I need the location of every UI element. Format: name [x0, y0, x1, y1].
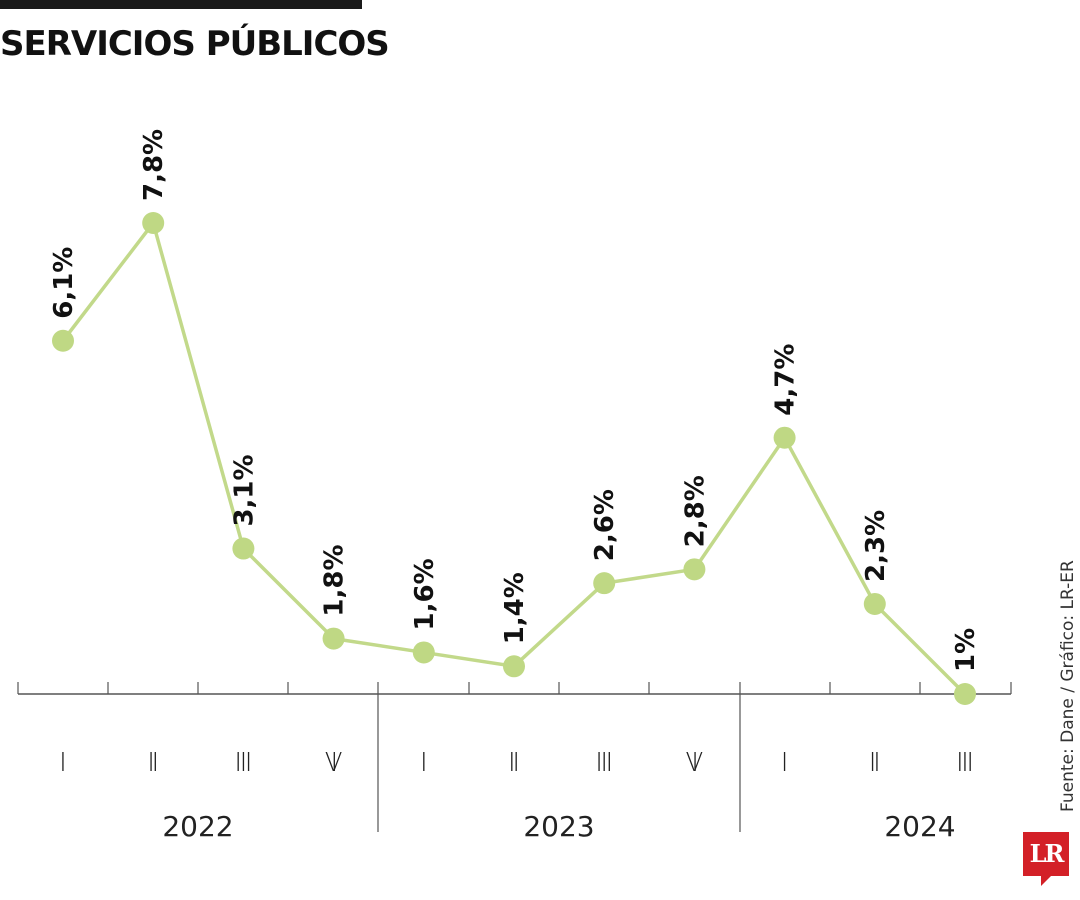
data-point: [593, 572, 616, 595]
data-point: [232, 537, 255, 560]
data-label: 1,4%: [500, 572, 530, 644]
data-label: 6,1%: [49, 247, 79, 319]
data-label: 7,8%: [139, 129, 169, 201]
data-point: [503, 655, 525, 678]
data-label: 1%: [951, 628, 981, 672]
lr-logo: LR: [1023, 832, 1069, 876]
quarter-label: IV: [325, 748, 343, 778]
data-label: 1,8%: [320, 544, 350, 616]
data-label: 2,6%: [590, 489, 620, 561]
data-point: [322, 627, 345, 650]
lr-logo-tail: [1041, 876, 1051, 886]
quarter-label: I: [781, 748, 789, 778]
data-point: [773, 426, 796, 449]
data-label: 2,3%: [861, 510, 891, 582]
quarter-label: I: [59, 748, 67, 778]
quarter-label: III: [234, 748, 252, 778]
data-point: [412, 641, 435, 664]
quarter-label: I: [420, 748, 428, 778]
chart-title: SERVICIOS PÚBLICOS: [0, 24, 390, 64]
quarter-label: III: [956, 748, 974, 778]
data-label: 3,1%: [229, 454, 259, 526]
year-label: 2023: [523, 810, 594, 843]
data-label: 4,7%: [771, 344, 801, 416]
data-label: 1,6%: [410, 558, 440, 630]
quarter-label: II: [508, 748, 520, 778]
quarter-label: IV: [686, 748, 704, 778]
data-point: [52, 329, 74, 352]
year-label: 2022: [162, 810, 233, 843]
source-note: Fuente: Dane / Gráfico: LR-ER: [1058, 560, 1078, 812]
quarter-label: II: [147, 748, 159, 778]
title-rule: [0, 0, 362, 9]
data-point: [954, 683, 976, 705]
quarter-label: III: [595, 748, 613, 778]
data-label: 2,8%: [680, 475, 710, 547]
data-point: [142, 212, 165, 234]
year-label: 2024: [884, 810, 955, 843]
data-point: [863, 592, 886, 615]
quarter-label: II: [869, 748, 881, 778]
data-point: [683, 558, 706, 581]
